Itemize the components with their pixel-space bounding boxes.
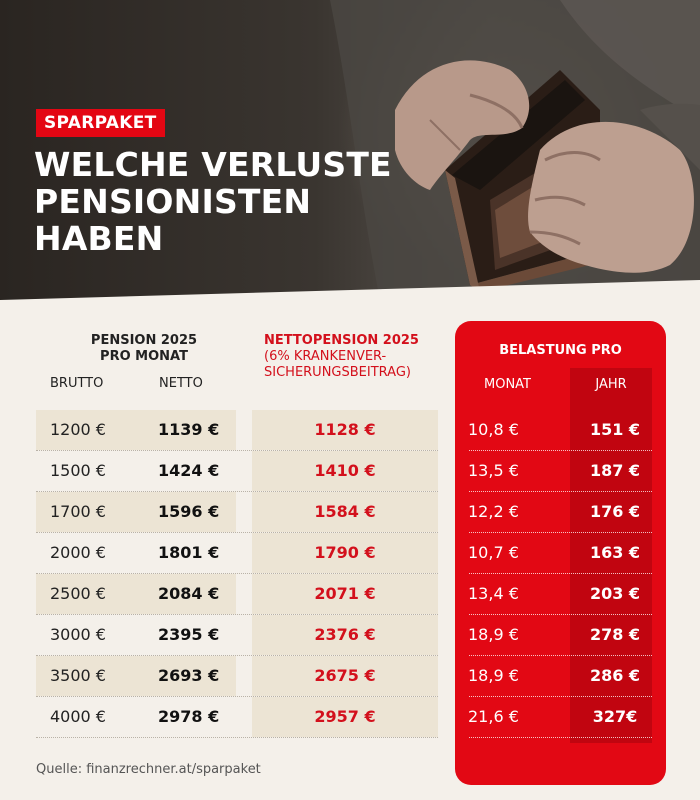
table-row: 4000 € 2978 € 2957 € 21,6 € 327€ (36, 697, 652, 738)
nettopension-cell: 1790 € (314, 543, 376, 562)
table-row: 3000 € 2395 € 2376 € 18,9 € 278 € (36, 615, 652, 656)
jahr-cell: 327€ (592, 707, 638, 726)
row-divider (469, 573, 652, 574)
row-shade (36, 656, 236, 696)
pension-header-line: PRO MONAT (100, 349, 188, 364)
row-shade (252, 451, 438, 491)
monat-cell: 13,4 € (468, 584, 519, 603)
row-shade (36, 574, 236, 614)
nettopension-cell: 2957 € (314, 707, 376, 726)
nettopension-header-line: (6% KRANKENVER- (264, 349, 387, 364)
nettopension-header-line: SICHERUNGSBEITRAG) (264, 365, 411, 380)
wallet-hands-illustration (330, 0, 700, 300)
netto-cell: 1801 € (158, 543, 220, 562)
netto-cell: 2693 € (158, 666, 220, 685)
brutto-cell: 4000 € (50, 707, 106, 726)
jahr-cell: 187 € (589, 461, 641, 480)
row-shade (252, 410, 438, 450)
table-row: 2500 € 2084 € 2071 € 13,4 € 203 € (36, 574, 652, 615)
table-row: 1500 € 1424 € 1410 € 13,5 € 187 € (36, 451, 652, 492)
netto-cell: 2978 € (158, 707, 220, 726)
table-row: 1700 € 1596 € 1584 € 12,2 € 176 € (36, 492, 652, 533)
brutto-cell: 1700 € (50, 502, 106, 521)
row-shade (36, 410, 236, 450)
hero-cut (0, 280, 700, 300)
row-divider (469, 532, 652, 533)
jahr-cell: 203 € (589, 584, 641, 603)
row-divider (469, 696, 652, 697)
row-divider (36, 655, 438, 656)
pension-header: PENSION 2025 PRO MONAT (84, 333, 204, 365)
netto-cell: 1139 € (158, 420, 220, 439)
jahr-cell: 176 € (589, 502, 641, 521)
brutto-cell: 1500 € (50, 461, 106, 480)
nettopension-header: NETTOPENSION 2025 (6% KRANKENVER- SICHER… (264, 333, 454, 381)
row-divider (36, 491, 438, 492)
monat-cell: 12,2 € (468, 502, 519, 521)
row-divider (36, 614, 438, 615)
row-divider (36, 532, 438, 533)
nettopension-cell: 2376 € (314, 625, 376, 644)
source-note: Quelle: finanzrechner.at/sparpaket (36, 762, 261, 777)
row-divider (36, 450, 438, 451)
page-title: WELCHE VERLUSTE PENSIONISTEN HABEN (34, 146, 404, 257)
hero-image: SPARPAKET WELCHE VERLUSTE PENSIONISTEN H… (0, 0, 700, 300)
row-shade (36, 492, 236, 532)
brutto-cell: 1200 € (50, 420, 106, 439)
row-divider (469, 655, 652, 656)
row-shade (252, 615, 438, 655)
pension-header-line: PENSION 2025 (90, 333, 198, 348)
netto-cell: 1424 € (158, 461, 220, 480)
belastung-header: BELASTUNG PRO (499, 343, 622, 358)
jahr-column-header: JAHR (595, 377, 627, 392)
monat-cell: 18,9 € (468, 625, 519, 644)
nettopension-cell: 2071 € (314, 584, 376, 603)
table-row: 1200 € 1139 € 1128 € 10,8 € 151 € (36, 410, 652, 451)
row-shade (252, 533, 438, 573)
row-shade (252, 492, 438, 532)
row-divider (36, 737, 438, 738)
table-row: 2000 € 1801 € 1790 € 10,7 € 163 € (36, 533, 652, 574)
row-divider (469, 737, 652, 738)
jahr-cell: 286 € (589, 666, 641, 685)
category-badge: SPARPAKET (36, 109, 165, 137)
jahr-cell: 151 € (589, 420, 641, 439)
title-line: WELCHE VERLUSTE (34, 145, 392, 184)
table-row: 3500 € 2693 € 2675 € 18,9 € 286 € (36, 656, 652, 697)
title-line: PENSIONISTEN (34, 182, 312, 221)
row-divider (469, 614, 652, 615)
monat-cell: 21,6 € (468, 707, 519, 726)
monat-cell: 18,9 € (468, 666, 519, 685)
nettopension-cell: 1410 € (314, 461, 376, 480)
brutto-cell: 3500 € (50, 666, 106, 685)
brutto-cell: 2500 € (50, 584, 106, 603)
nettopension-cell: 1128 € (314, 420, 376, 439)
netto-cell: 2084 € (158, 584, 220, 603)
brutto-cell: 2000 € (50, 543, 106, 562)
jahr-cell: 163 € (589, 543, 641, 562)
row-shade (252, 656, 438, 696)
nettopension-cell: 1584 € (314, 502, 376, 521)
row-shade (252, 697, 438, 737)
monat-column-header: MONAT (484, 377, 531, 392)
nettopension-cell: 2675 € (314, 666, 376, 685)
row-divider (469, 450, 652, 451)
row-shade (252, 574, 438, 614)
monat-cell: 13,5 € (468, 461, 519, 480)
brutto-cell: 3000 € (50, 625, 106, 644)
title-line: HABEN (34, 219, 164, 258)
netto-column-header: NETTO (159, 376, 203, 391)
monat-cell: 10,7 € (468, 543, 519, 562)
row-divider (36, 696, 438, 697)
brutto-column-header: BRUTTO (50, 376, 104, 391)
netto-cell: 1596 € (158, 502, 220, 521)
jahr-column-background (570, 368, 652, 743)
nettopension-header-line: NETTOPENSION 2025 (264, 333, 419, 348)
row-divider (36, 573, 438, 574)
jahr-cell: 278 € (589, 625, 641, 644)
netto-cell: 2395 € (158, 625, 220, 644)
monat-cell: 10,8 € (468, 420, 519, 439)
row-divider (469, 491, 652, 492)
